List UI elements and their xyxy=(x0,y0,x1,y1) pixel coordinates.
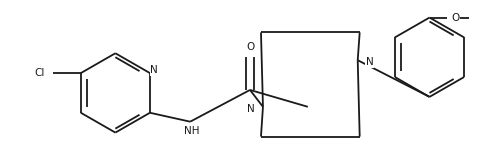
Text: N: N xyxy=(366,57,373,67)
Text: O: O xyxy=(247,42,255,52)
Text: N: N xyxy=(150,65,158,75)
Text: NH: NH xyxy=(184,126,200,136)
Text: O: O xyxy=(451,13,460,23)
Text: Cl: Cl xyxy=(35,68,45,78)
Text: N: N xyxy=(247,104,255,114)
